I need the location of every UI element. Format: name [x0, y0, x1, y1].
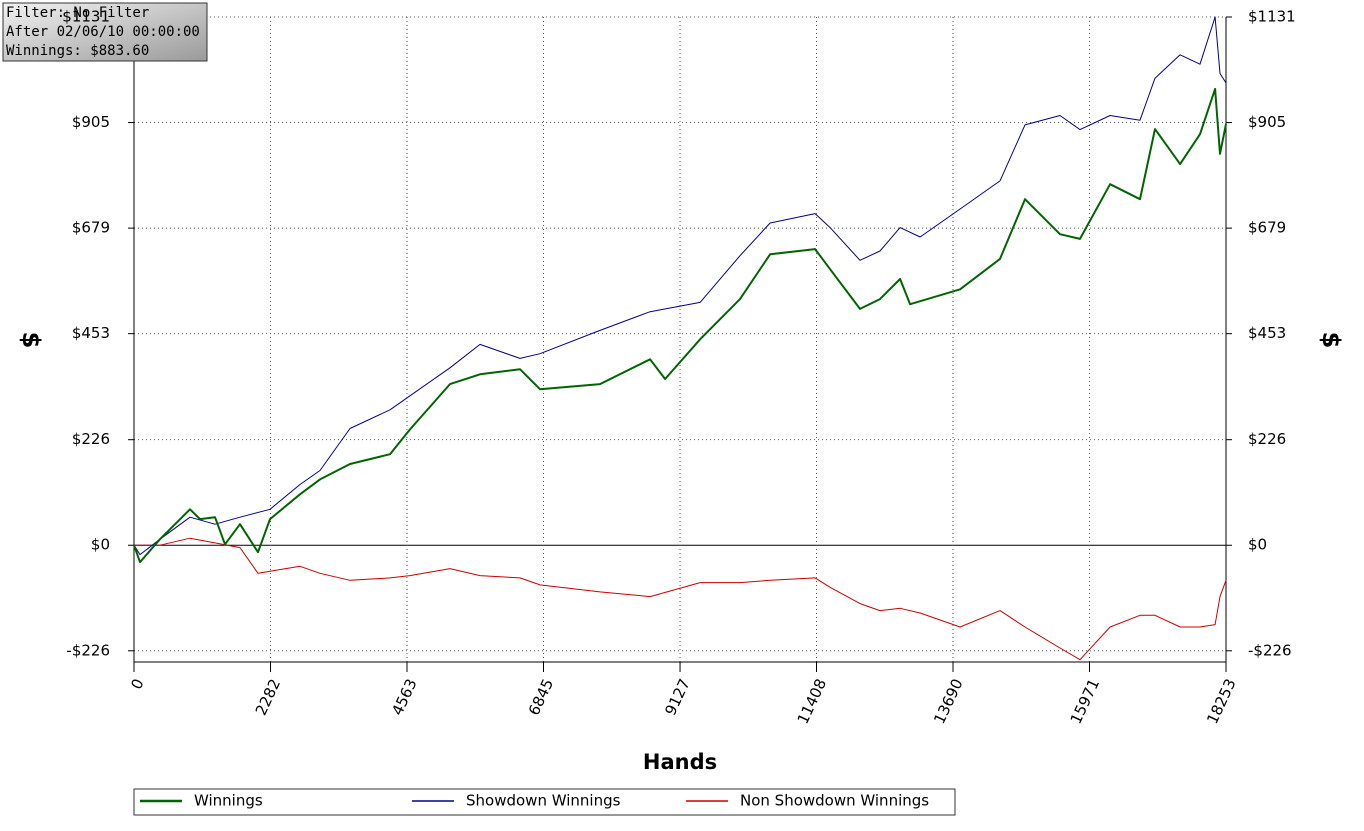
y2-tick-label: $226 — [1248, 430, 1286, 448]
legend-label: Winnings — [194, 792, 263, 810]
y2-tick-label: $905 — [1248, 113, 1286, 131]
y2-axis-label: $ — [1317, 332, 1345, 349]
y2-tick-label: $0 — [1248, 536, 1267, 554]
x-tick-label: 6845 — [525, 676, 557, 718]
y-tick-label: -$226 — [66, 641, 110, 659]
x-tick-label: 11408 — [794, 676, 830, 727]
y-axis-label: $ — [17, 332, 45, 349]
y-tick-label: $453 — [72, 324, 110, 342]
series-line — [133, 16, 1227, 556]
info-line: Filter: No Filter — [6, 5, 149, 21]
y-tick-label: $905 — [72, 113, 110, 131]
y2-tick-label: $1131 — [1248, 8, 1296, 26]
series-line — [134, 537, 1227, 661]
x-tick-label: 0 — [127, 676, 147, 692]
legend-label: Non Showdown Winnings — [740, 792, 929, 810]
info-line: Winnings: $883.60 — [6, 43, 149, 59]
x-tick-label: 4563 — [388, 676, 420, 718]
x-axis-label: Hands — [643, 750, 717, 774]
x-tick-label: 9127 — [661, 676, 693, 718]
series-line — [133, 87, 1227, 564]
x-tick-label: 15971 — [1067, 676, 1103, 727]
legend-label: Showdown Winnings — [466, 792, 621, 810]
info-line: After 02/06/10 00:00:00 — [6, 24, 200, 40]
y-tick-label: $226 — [72, 430, 110, 448]
y2-tick-label: $453 — [1248, 324, 1286, 342]
x-tick-label: 18253 — [1203, 676, 1239, 727]
y-tick-label: $0 — [91, 536, 110, 554]
y-tick-label: $1131 — [62, 8, 110, 26]
x-tick-label: 13690 — [930, 676, 966, 727]
legend — [133, 788, 956, 816]
y-tick-label: $679 — [72, 219, 110, 237]
plot-area — [128, 16, 1232, 672]
info-box — [2, 2, 208, 62]
x-tick-label: 2282 — [252, 676, 284, 718]
y2-tick-label: -$226 — [1248, 641, 1292, 659]
y2-tick-label: $679 — [1248, 219, 1286, 237]
